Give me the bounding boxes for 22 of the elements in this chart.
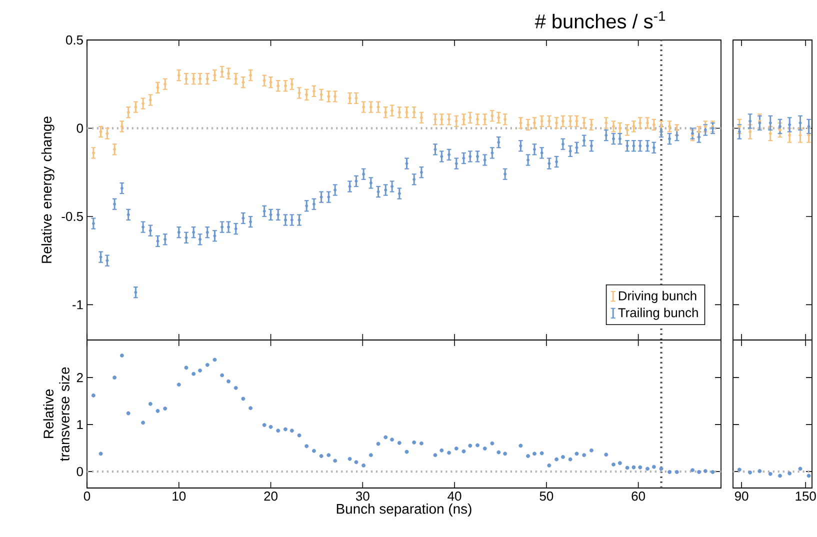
x-axis-title: Bunch separation (ns) bbox=[336, 504, 472, 517]
x-tick-label: 50 bbox=[540, 492, 554, 501]
x-tick-label: 90 bbox=[734, 492, 748, 501]
x-tick-label: 40 bbox=[448, 492, 462, 501]
legend-label: Trailing bunch bbox=[618, 308, 698, 320]
y-tick-label: 0 bbox=[76, 124, 83, 133]
y-tick-label: 2 bbox=[76, 373, 83, 382]
x-tick-label: 10 bbox=[172, 492, 186, 501]
y-axis-title: Relative transverse size bbox=[43, 367, 70, 462]
y-tick-label: 0.5 bbox=[66, 35, 83, 45]
y-tick-label: 1 bbox=[77, 420, 83, 430]
chart-title: # bunches / s$^{-1}$ bbox=[534, 11, 666, 28]
y-axis-title: Relative energy change bbox=[41, 116, 54, 263]
x-tick-label: 30 bbox=[356, 492, 370, 501]
y-tick-label: -1 bbox=[72, 300, 83, 310]
legend-label: Driving bunch bbox=[618, 290, 696, 303]
x-tick-label: 150 bbox=[796, 492, 816, 501]
x-tick-label: 60 bbox=[632, 492, 646, 501]
y-tick-label: 0 bbox=[76, 466, 83, 476]
x-tick-label: 0 bbox=[84, 492, 90, 501]
y-tick-label: -0.5 bbox=[62, 212, 83, 222]
x-tick-label: 20 bbox=[264, 492, 278, 501]
